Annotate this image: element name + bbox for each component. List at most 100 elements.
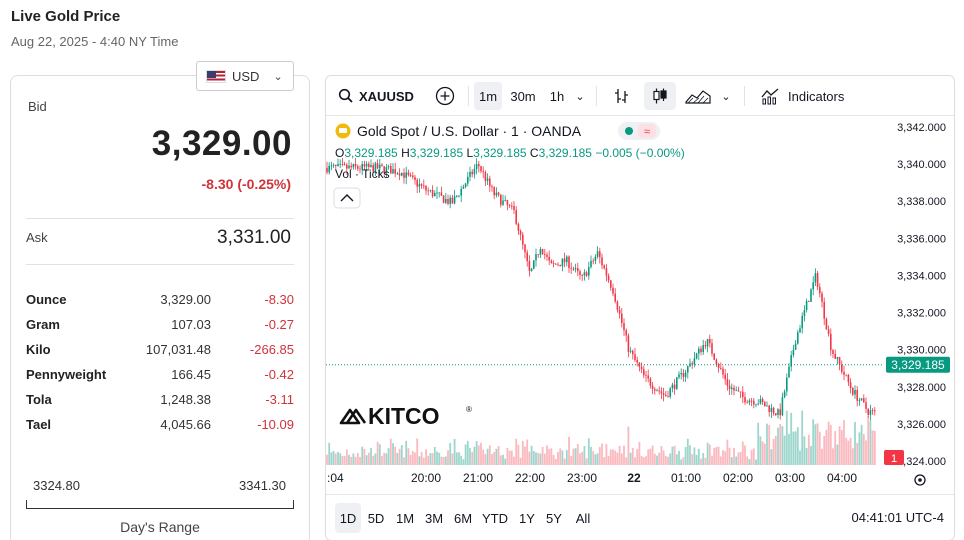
range-6m[interactable]: 6M: [453, 510, 473, 526]
indicators-button[interactable]: Indicators: [754, 82, 854, 110]
candle-body: [517, 223, 520, 231]
volume-bar: [528, 451, 531, 465]
volume-bar: [803, 436, 806, 465]
unit-name: Tael: [26, 417, 52, 432]
candle-body: [636, 359, 638, 363]
volume-badge-label: 1: [891, 453, 897, 465]
volume-bar: [530, 445, 533, 465]
range-5d[interactable]: 5D: [367, 510, 385, 526]
currency-select[interactable]: USD ⌄: [196, 61, 294, 91]
volume-bar: [442, 456, 445, 465]
volume-bar: [768, 425, 771, 465]
volume-bar: [869, 421, 872, 465]
volume-bar: [834, 431, 837, 465]
volume-bar: [480, 442, 482, 465]
volume-bar: [502, 454, 504, 465]
candle-body: [794, 343, 797, 350]
style-dropdown[interactable]: ⌄: [718, 82, 734, 110]
candle-body: [658, 390, 660, 392]
candle-body: [748, 400, 751, 403]
volume-bar: [711, 455, 713, 465]
volume-bar: [660, 446, 663, 465]
bar-style-button[interactable]: [608, 82, 634, 110]
interval-dropdown[interactable]: ⌄: [572, 82, 588, 110]
volume-bar: [645, 456, 647, 465]
volume-bar: [799, 450, 801, 465]
candle-body: [673, 384, 676, 389]
compare-button[interactable]: [430, 82, 460, 110]
volume-bar: [774, 435, 777, 465]
interval-1m[interactable]: 1m: [474, 82, 502, 110]
candle-style-button[interactable]: [644, 82, 676, 110]
volume-bar: [686, 438, 689, 465]
interval-1h[interactable]: 1h: [549, 88, 565, 104]
chevron-up-icon: [340, 194, 354, 202]
range-1d[interactable]: 1D: [335, 503, 361, 533]
candle-body: [379, 164, 381, 169]
volume-bar: [592, 451, 595, 465]
range-5y[interactable]: 5Y: [546, 510, 562, 526]
interval-30m[interactable]: 30m: [510, 88, 536, 104]
x-axis: :04 20:00 21:00 22:00 23:00 22 01:00 02:00 03:00…: [327, 471, 857, 485]
range-1m[interactable]: 1M: [395, 510, 415, 526]
candle-body: [849, 382, 852, 388]
low-label: L: [466, 146, 473, 160]
volume-bar: [493, 451, 496, 465]
volume-bar: [444, 456, 447, 465]
candle-body: [500, 194, 502, 205]
volume-bar: [671, 446, 674, 465]
divider: [26, 218, 294, 219]
volume-bar: [515, 438, 518, 465]
y-tick-label: 3,324.000: [897, 456, 946, 468]
unit-change: -0.27: [264, 317, 294, 332]
range-3m[interactable]: 3M: [424, 510, 444, 526]
volume-bar: [620, 453, 623, 465]
candle-body: [660, 391, 663, 394]
candle-body: [546, 254, 548, 257]
volume-bar: [462, 459, 465, 465]
symbol-search-button[interactable]: XAUUSD: [332, 82, 418, 110]
candle-body: [330, 165, 333, 167]
candle-body: [786, 377, 788, 392]
candle-body: [858, 400, 861, 401]
candle-body: [871, 410, 874, 412]
candle-body: [365, 163, 368, 167]
candle-body: [755, 404, 757, 406]
candle-body: [779, 409, 781, 416]
divider: [596, 86, 597, 106]
candle-body: [574, 268, 577, 270]
volume-bar: [398, 448, 401, 465]
volume-bar: [334, 453, 337, 465]
collapse-legend-button[interactable]: [333, 187, 361, 209]
volume-bar: [770, 449, 773, 465]
volume-bar: [451, 453, 454, 465]
range-1y[interactable]: 1Y: [519, 510, 535, 526]
us-flag-icon: [206, 69, 226, 83]
bid-value: 3,329.00: [151, 124, 292, 163]
table-row: Ounce 3,329.00 -8.30: [26, 292, 294, 317]
unit-price: 4,045.66: [160, 417, 211, 432]
volume-bar: [856, 442, 859, 465]
indicators-label: Indicators: [788, 88, 845, 104]
volume-bar: [552, 454, 555, 465]
volume-bar: [708, 444, 711, 465]
price-chart[interactable]: 3,342.000 3,340.000 3,338.000 3,336.000 3,33…: [326, 116, 955, 494]
volume-bar: [422, 457, 425, 465]
candle-body: [665, 394, 667, 397]
area-style-button[interactable]: [682, 82, 714, 110]
range-ytd[interactable]: YTD: [482, 510, 508, 526]
volume-bar: [499, 455, 502, 465]
range-all[interactable]: All: [575, 510, 591, 526]
volume-bar: [667, 456, 669, 465]
area-chart-icon: [685, 90, 711, 104]
volume-bar: [702, 453, 705, 465]
y-axis: 3,342.000 3,340.000 3,338.000 3,336.000 3,33…: [897, 122, 946, 468]
table-row: Gram 107.03 -0.27: [26, 317, 294, 342]
plus-circle-icon: [435, 86, 455, 106]
volume-bar: [700, 458, 702, 465]
volume-bar: [678, 450, 680, 465]
candle-body: [746, 402, 748, 404]
chart-settings-button[interactable]: [914, 474, 926, 486]
candle-body: [403, 172, 405, 178]
volume-bar: [733, 447, 735, 465]
